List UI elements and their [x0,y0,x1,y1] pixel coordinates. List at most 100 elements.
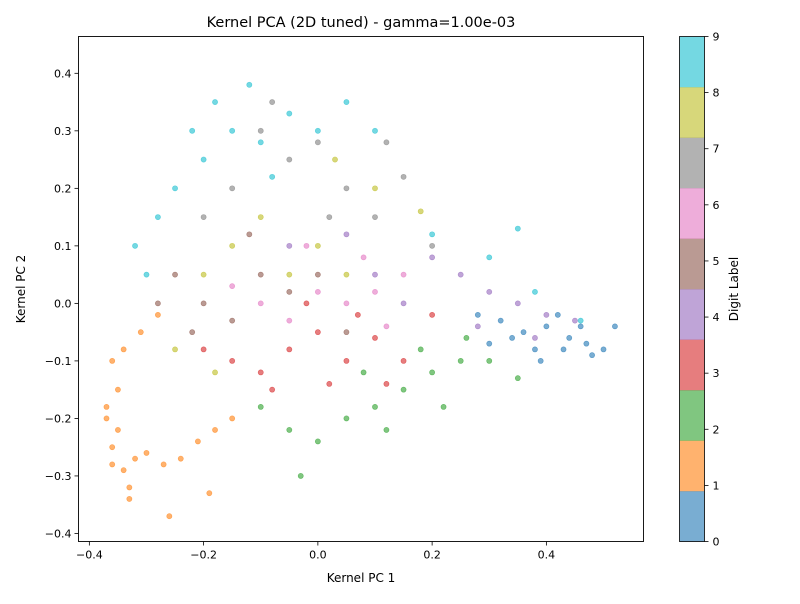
colorbar-segment [679,36,705,88]
colorbar-tick-label: 0 [713,536,720,549]
data-point [572,317,578,324]
data-point [286,317,293,324]
colorbar-frame [679,36,705,542]
colorbar-segment [679,289,705,340]
data-point [109,357,116,364]
data-point [314,242,321,249]
points-layer [103,81,618,520]
x-tick-label: 0.2 [423,549,441,562]
data-point [577,323,584,330]
data-point [429,254,436,261]
data-point [343,357,350,364]
data-point [383,139,390,146]
y-axis: −0.4 −0.3 −0.2 −0.1 0.0 0.1 0.2 0.3 0.4 [45,67,79,540]
data-point [343,185,350,192]
data-point [286,346,293,353]
data-point [229,185,236,192]
data-point [269,99,276,105]
data-point [537,357,544,364]
data-point [440,404,447,410]
colorbar-label: Digit Label [727,257,741,321]
data-point [257,214,264,221]
data-point [474,323,481,330]
data-point [343,231,350,238]
data-point [372,288,378,295]
data-point [172,185,178,192]
y-tick-label: −0.3 [45,470,72,483]
colorbar: 0 1 2 3 4 5 6 7 8 9 [679,31,720,549]
data-point [189,329,196,336]
data-point [269,173,276,180]
data-point [383,427,390,433]
colorbar-segment [679,440,705,492]
colorbar-tick-label: 9 [713,31,720,44]
data-point [286,288,293,295]
colorbar-tick-label: 1 [713,479,720,492]
data-point [372,271,378,278]
y-tick-label: 0.4 [54,67,72,80]
data-point [132,455,138,462]
data-point [286,156,293,163]
data-point [286,110,293,117]
data-point [372,334,378,341]
data-point [514,375,521,382]
data-point [400,357,407,364]
data-point [497,317,504,324]
colorbar-tick-label: 8 [713,87,720,100]
x-tick-label: −0.2 [190,549,217,562]
data-point [383,323,390,330]
data-point [229,357,236,364]
data-point [115,427,121,433]
data-point [126,496,133,502]
data-point [486,340,493,347]
data-point [286,242,293,249]
data-point [286,271,293,278]
data-point [612,323,618,330]
data-point [269,386,276,393]
data-point [457,271,464,278]
data-point [486,288,493,295]
data-point [429,311,436,318]
colorbar-segment [679,390,705,441]
data-point [326,381,333,387]
data-point [303,300,310,307]
colorbar-segment [679,137,705,189]
plot-frame [78,36,644,542]
data-point [194,438,201,445]
data-point [155,214,161,221]
data-point [566,334,573,341]
data-point [303,242,310,249]
data-point [532,288,538,295]
y-tick-label: −0.2 [45,412,72,425]
data-point [343,99,350,105]
data-point [589,352,595,359]
y-tick-label: 0.2 [54,182,72,195]
data-point [332,156,338,163]
data-point [400,386,407,393]
data-point [172,271,178,278]
data-point [326,214,333,221]
data-point [400,173,407,180]
data-point [143,271,150,278]
data-point [172,346,178,353]
data-point [257,300,264,307]
data-point [474,311,481,318]
data-point [372,404,378,410]
data-point [343,271,350,278]
data-point [200,156,207,163]
data-point [509,334,516,341]
colorbar-segment [679,188,705,239]
data-point [132,242,138,249]
data-point [189,127,196,134]
colorbar-tick-label: 3 [713,367,720,380]
colorbar-tick-label: 7 [713,143,720,156]
data-point [532,346,538,353]
data-point [520,329,527,336]
x-axis-label: Kernel PC 1 [327,571,396,585]
data-point [314,288,321,295]
data-point [155,311,161,318]
data-point [200,346,207,353]
data-point [343,329,350,336]
data-point [212,427,218,433]
